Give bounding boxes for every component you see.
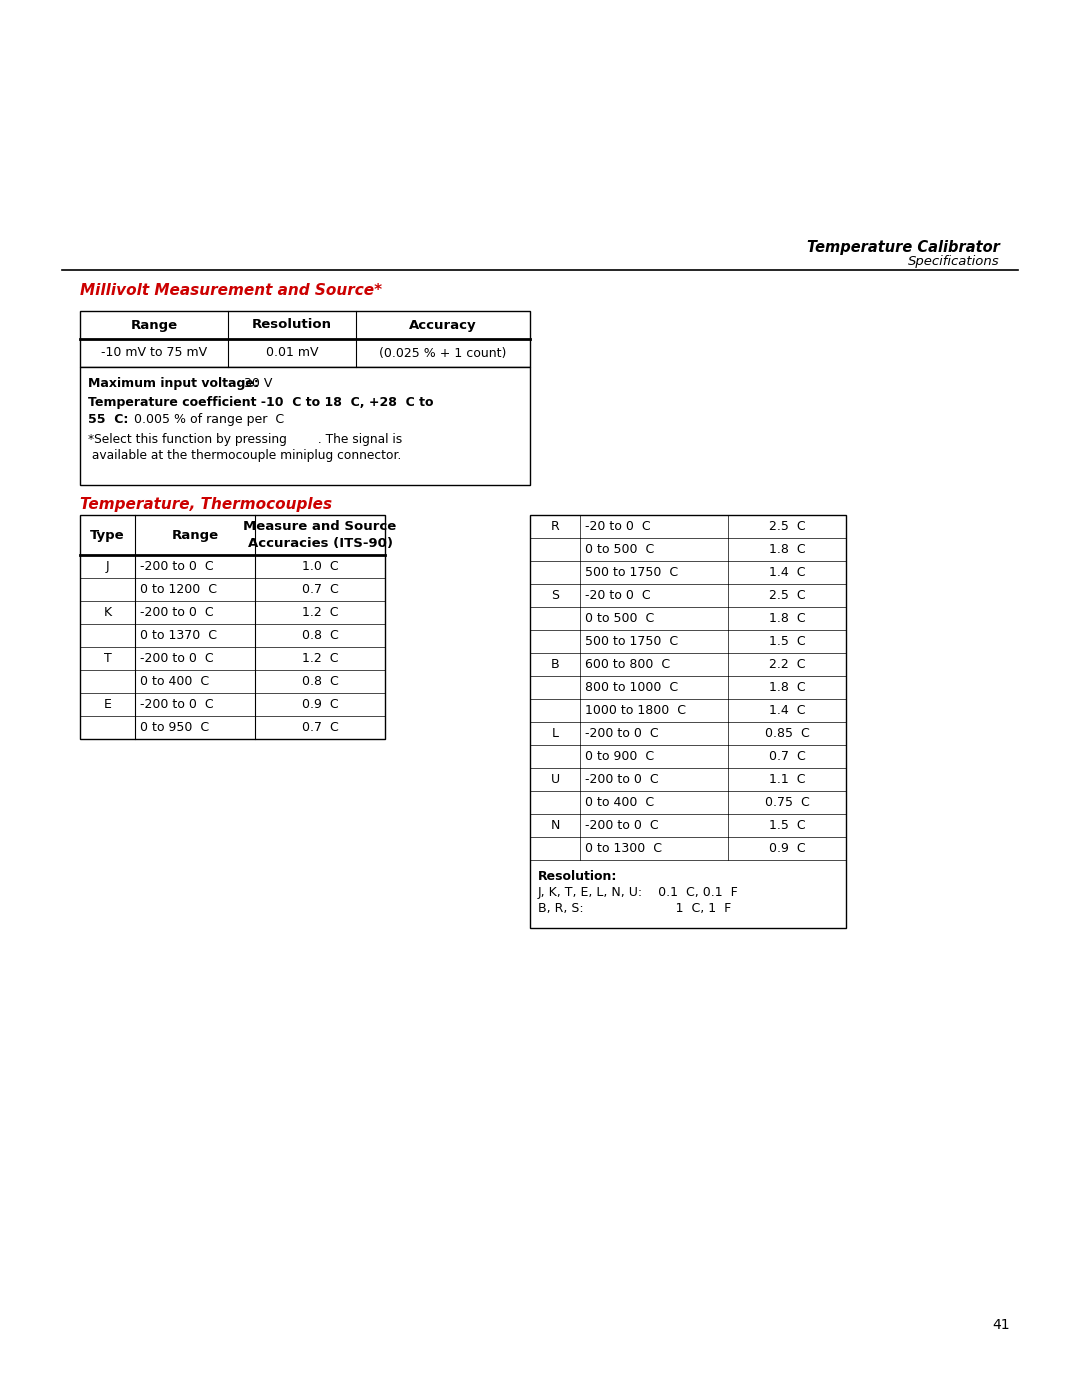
Text: 1.5  C: 1.5 C: [769, 819, 806, 833]
Text: J, K, T, E, L, N, U:    0.1  C, 0.1  F: J, K, T, E, L, N, U: 0.1 C, 0.1 F: [538, 886, 739, 900]
Text: B, R, S:                       1  C, 1  F: B, R, S: 1 C, 1 F: [538, 902, 731, 915]
Text: -200 to 0  C: -200 to 0 C: [585, 819, 659, 833]
Text: 1.2  C: 1.2 C: [301, 606, 338, 619]
Text: 500 to 1750  C: 500 to 1750 C: [585, 636, 678, 648]
Text: Type: Type: [91, 528, 125, 542]
Text: -200 to 0  C: -200 to 0 C: [140, 652, 214, 665]
Bar: [530, 515, 846, 928]
Bar: [80, 367, 530, 485]
Text: 30 V: 30 V: [237, 377, 272, 390]
Text: -200 to 0  C: -200 to 0 C: [140, 606, 214, 619]
Text: Specifications: Specifications: [908, 256, 1000, 268]
Text: Temperature, Thermocouples: Temperature, Thermocouples: [80, 497, 333, 511]
Text: 2.5  C: 2.5 C: [769, 590, 806, 602]
Text: 1.5  C: 1.5 C: [769, 636, 806, 648]
Text: J: J: [106, 560, 109, 573]
Text: 0 to 1300  C: 0 to 1300 C: [585, 842, 662, 855]
Text: 1.1  C: 1.1 C: [769, 773, 806, 787]
Text: 0.7  C: 0.7 C: [769, 750, 806, 763]
Text: T: T: [104, 652, 111, 665]
Text: 0.9  C: 0.9 C: [301, 698, 338, 711]
Text: 0 to 400  C: 0 to 400 C: [140, 675, 210, 687]
Text: 0.75  C: 0.75 C: [765, 796, 809, 809]
Text: -20 to 0  C: -20 to 0 C: [585, 520, 650, 534]
Text: 1.0  C: 1.0 C: [301, 560, 338, 573]
Text: -200 to 0  C: -200 to 0 C: [585, 773, 659, 787]
Text: 2.2  C: 2.2 C: [769, 658, 806, 671]
Text: 1.4  C: 1.4 C: [769, 566, 806, 578]
Text: N: N: [551, 819, 559, 833]
Text: 0.8  C: 0.8 C: [301, 629, 338, 643]
Text: 600 to 800  C: 600 to 800 C: [585, 658, 670, 671]
Text: B: B: [551, 658, 559, 671]
Text: R: R: [551, 520, 559, 534]
Text: 1.8  C: 1.8 C: [769, 612, 806, 624]
Text: 0.7  C: 0.7 C: [301, 721, 338, 733]
Text: Accuracy: Accuracy: [409, 319, 476, 331]
Text: available at the thermocouple miniplug connector.: available at the thermocouple miniplug c…: [87, 448, 402, 462]
Text: (0.025 % + 1 count): (0.025 % + 1 count): [379, 346, 507, 359]
Text: 0.7  C: 0.7 C: [301, 583, 338, 597]
Text: -20 to 0  C: -20 to 0 C: [585, 590, 650, 602]
Text: 55  C:: 55 C:: [87, 414, 129, 426]
Text: -10 mV to 75 mV: -10 mV to 75 mV: [100, 346, 207, 359]
Text: E: E: [104, 698, 111, 711]
Text: 0 to 1370  C: 0 to 1370 C: [140, 629, 217, 643]
Text: Range: Range: [172, 528, 218, 542]
Text: 0 to 500  C: 0 to 500 C: [585, 612, 654, 624]
Text: 0.005 % of range per  C: 0.005 % of range per C: [126, 414, 284, 426]
Text: S: S: [551, 590, 559, 602]
Text: 0.01 mV: 0.01 mV: [266, 346, 319, 359]
Text: Measure and Source
Accuracies (ITS-90): Measure and Source Accuracies (ITS-90): [243, 521, 396, 549]
Text: 0 to 400  C: 0 to 400 C: [585, 796, 654, 809]
Text: Maximum input voltage:: Maximum input voltage:: [87, 377, 259, 390]
Text: 1.2  C: 1.2 C: [301, 652, 338, 665]
Text: 0.9  C: 0.9 C: [769, 842, 806, 855]
Text: -200 to 0  C: -200 to 0 C: [585, 726, 659, 740]
Text: 41: 41: [993, 1317, 1010, 1331]
Text: 1.8  C: 1.8 C: [769, 680, 806, 694]
Text: 0 to 900  C: 0 to 900 C: [585, 750, 654, 763]
Text: Temperature coefficient -10  C to 18  C, +28  C to: Temperature coefficient -10 C to 18 C, +…: [87, 395, 433, 409]
Text: 0.8  C: 0.8 C: [301, 675, 338, 687]
Text: L: L: [552, 726, 558, 740]
Text: 1.4  C: 1.4 C: [769, 704, 806, 717]
Text: Millivolt Measurement and Source*: Millivolt Measurement and Source*: [80, 284, 382, 298]
Text: 1000 to 1800  C: 1000 to 1800 C: [585, 704, 686, 717]
Text: 0 to 950  C: 0 to 950 C: [140, 721, 210, 733]
Text: Resolution: Resolution: [252, 319, 332, 331]
Bar: [80, 312, 530, 367]
Text: 1.8  C: 1.8 C: [769, 543, 806, 556]
Text: U: U: [551, 773, 559, 787]
Text: 0.85  C: 0.85 C: [765, 726, 809, 740]
Text: -200 to 0  C: -200 to 0 C: [140, 698, 214, 711]
Text: Resolution:: Resolution:: [538, 870, 618, 883]
Text: 0 to 500  C: 0 to 500 C: [585, 543, 654, 556]
Text: 2.5  C: 2.5 C: [769, 520, 806, 534]
Text: Range: Range: [131, 319, 177, 331]
Text: -200 to 0  C: -200 to 0 C: [140, 560, 214, 573]
Text: Temperature Calibrator: Temperature Calibrator: [807, 240, 1000, 256]
Text: *Select this function by pressing        . The signal is: *Select this function by pressing . The …: [87, 433, 402, 446]
Text: 800 to 1000  C: 800 to 1000 C: [585, 680, 678, 694]
Text: 500 to 1750  C: 500 to 1750 C: [585, 566, 678, 578]
Bar: [80, 515, 384, 739]
Text: 0 to 1200  C: 0 to 1200 C: [140, 583, 217, 597]
Text: K: K: [104, 606, 111, 619]
